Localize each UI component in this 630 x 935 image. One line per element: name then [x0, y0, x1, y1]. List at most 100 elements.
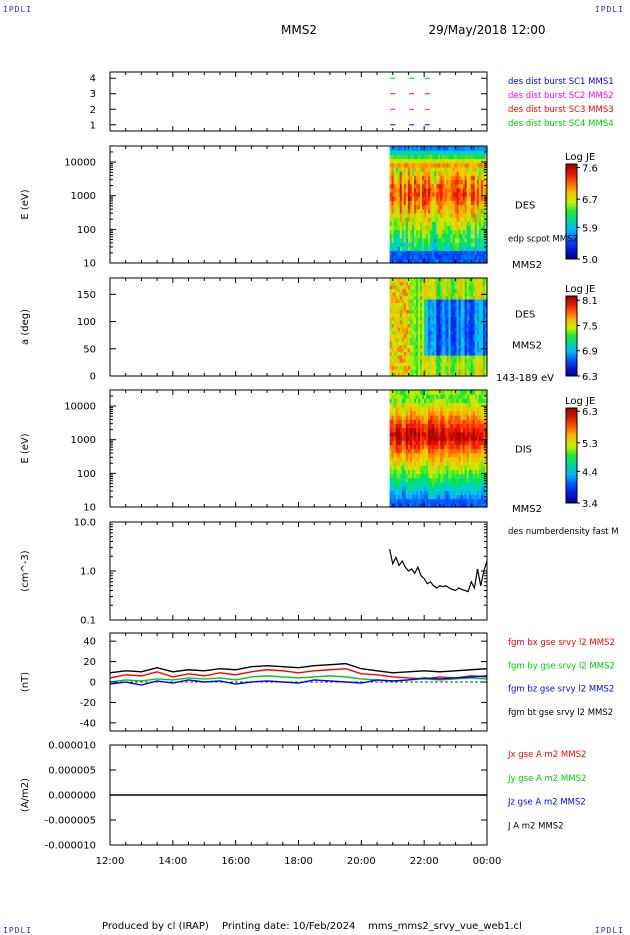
heatmap-cell — [405, 158, 409, 164]
heatmap-cell — [450, 221, 454, 226]
heatmap-cell — [474, 481, 478, 487]
y-axis-label: E (eV) — [20, 189, 31, 219]
heatmap-cell — [418, 302, 421, 307]
heatmap-cell — [458, 217, 462, 222]
heatmap-cell — [434, 469, 437, 475]
heatmap-cell — [458, 344, 462, 349]
heatmap-cell — [407, 162, 411, 168]
heatmap-cell — [472, 233, 476, 239]
heatmap-cell — [432, 415, 435, 420]
heatmap-cell — [452, 187, 456, 193]
heatmap-cell — [403, 250, 407, 256]
heatmap-cell — [462, 281, 466, 286]
heatmap-cell — [470, 254, 474, 260]
heatmap-cell — [401, 362, 405, 367]
heatmap-cell — [436, 415, 439, 420]
heatmap-cell — [397, 486, 401, 491]
heatmap-cell — [478, 327, 482, 332]
heatmap-cell — [464, 402, 468, 408]
heatmap-cell — [405, 423, 409, 429]
heatmap-cell — [466, 419, 470, 425]
heatmap-cell — [438, 406, 441, 412]
heatmap-cell — [436, 200, 439, 206]
heatmap-cell — [424, 448, 427, 454]
heatmap-cell — [405, 233, 409, 239]
heatmap-cell — [450, 292, 454, 297]
heatmap-cell — [399, 465, 403, 470]
heatmap-cell — [422, 486, 425, 491]
heatmap-cell — [401, 212, 405, 218]
heatmap-cell — [476, 477, 480, 483]
heatmap-cell — [399, 179, 403, 185]
heatmap-cell — [395, 288, 399, 293]
heatmap-cell — [415, 490, 419, 496]
heatmap-cell — [399, 341, 403, 346]
heatmap-cell — [460, 225, 464, 231]
heatmap-cell — [428, 221, 431, 226]
y-tick-label: 1000 — [71, 191, 96, 202]
heatmap-cell — [393, 242, 397, 247]
heatmap-cell — [476, 285, 480, 290]
heatmap-cell — [393, 337, 397, 342]
heatmap-cell — [456, 365, 460, 370]
heatmap-cell — [452, 258, 456, 264]
heatmap-cell — [395, 461, 399, 466]
heatmap-cell — [446, 150, 450, 155]
heatmap-cell — [407, 348, 411, 353]
heatmap-cell — [452, 427, 456, 433]
heatmap-cell — [393, 369, 397, 374]
heatmap-cell — [411, 358, 415, 363]
heatmap-cell — [454, 334, 458, 339]
heatmap-cell — [476, 281, 480, 286]
heatmap-cell — [391, 465, 395, 470]
heatmap-cell — [411, 187, 415, 193]
heatmap-cell — [438, 448, 441, 454]
heatmap-cell — [444, 242, 448, 247]
heatmap-cell — [428, 313, 431, 318]
heatmap-cell — [397, 233, 401, 239]
heatmap-cell — [405, 225, 409, 231]
heatmap-cell — [482, 204, 486, 210]
heatmap-cell — [418, 179, 421, 185]
heatmap-cell — [444, 316, 448, 321]
heatmap-cell — [446, 166, 450, 172]
heatmap-cell — [428, 233, 431, 239]
heatmap-cell — [428, 306, 431, 311]
heatmap-cell — [403, 473, 407, 479]
heatmap-cell — [393, 427, 397, 433]
heatmap-cell — [466, 427, 470, 433]
heatmap-cell — [476, 490, 480, 496]
heatmap-cell — [482, 281, 486, 286]
heatmap-cell — [440, 237, 443, 243]
heatmap-cell — [450, 402, 454, 408]
heatmap-cell — [476, 292, 480, 297]
heatmap-cell — [446, 444, 450, 450]
heatmap-cell — [474, 258, 478, 264]
heatmap-cell — [399, 299, 403, 304]
heatmap-cell — [432, 490, 435, 496]
heatmap-cell — [395, 246, 399, 252]
heatmap-cell — [456, 369, 460, 374]
heatmap-cell — [395, 175, 399, 181]
heatmap-cell — [393, 398, 397, 404]
heatmap-cell — [458, 158, 462, 164]
heatmap-cell — [422, 490, 425, 496]
heatmap-cell — [440, 278, 443, 283]
heatmap-cell — [428, 358, 431, 363]
heatmap-cell — [411, 316, 415, 321]
heatmap-cell — [452, 204, 456, 210]
heatmap-cell — [480, 498, 484, 504]
heatmap-cell — [426, 258, 429, 264]
heatmap-cell — [405, 179, 409, 185]
heatmap-cell — [484, 221, 488, 226]
heatmap-cell — [468, 221, 472, 226]
heatmap-cell — [438, 292, 441, 297]
heatmap-cell — [438, 250, 441, 256]
heatmap-cell — [409, 465, 413, 470]
heatmap-cell — [405, 191, 409, 197]
heatmap-cell — [395, 158, 399, 164]
heatmap-cell — [411, 237, 415, 243]
heatmap-cell — [418, 398, 421, 404]
heatmap-cell — [413, 431, 417, 437]
heatmap-cell — [476, 406, 480, 412]
